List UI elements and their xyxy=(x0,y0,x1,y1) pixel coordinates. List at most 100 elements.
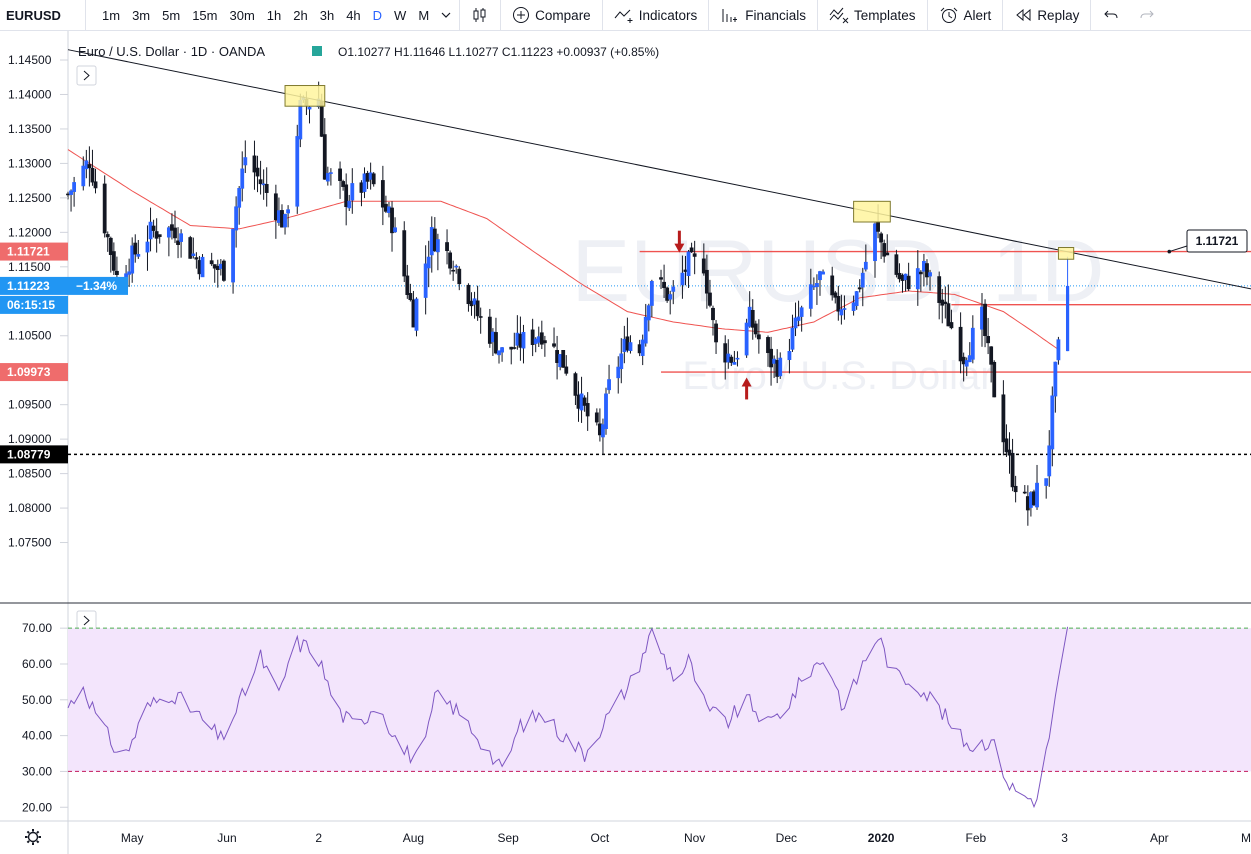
time-label: M xyxy=(1241,831,1251,845)
price-axis[interactable]: 1.14500 1.14000 1.13500 1.13000 1.12500 1.120… xyxy=(8,53,68,550)
interval-dropdown[interactable] xyxy=(435,0,457,31)
market-status-flag-icon xyxy=(312,46,322,56)
candle-body xyxy=(604,393,608,430)
candle xyxy=(756,319,761,354)
candle-body xyxy=(130,245,135,274)
candle-body xyxy=(585,403,590,417)
candle xyxy=(445,229,449,265)
candle-body xyxy=(478,316,483,318)
candle xyxy=(283,213,287,235)
candle xyxy=(179,229,184,258)
callout-box[interactable] xyxy=(1186,229,1248,253)
candle xyxy=(836,285,841,321)
indicators-button[interactable]: Indicators xyxy=(605,0,707,31)
candle xyxy=(665,286,670,303)
collapse-button-rsi[interactable] xyxy=(76,610,97,631)
symbol-search[interactable]: EURUSD xyxy=(0,0,86,31)
candle-body xyxy=(860,272,865,288)
interval-15m[interactable]: 15m xyxy=(192,7,218,23)
candle xyxy=(851,295,856,316)
candle xyxy=(478,307,483,334)
candle-body xyxy=(851,302,856,311)
candle-body xyxy=(341,181,346,187)
candle-body xyxy=(900,274,905,281)
interval-m[interactable]: M xyxy=(418,7,430,23)
alert-button[interactable]: Alert xyxy=(930,0,1001,31)
interval-2h[interactable]: 2h xyxy=(293,7,308,23)
candle-body xyxy=(818,271,822,281)
candle-body xyxy=(680,272,685,286)
time-label: Nov xyxy=(684,831,705,845)
price-tick-label: 1.09500 xyxy=(8,398,52,412)
candle xyxy=(105,231,110,252)
alarm-clock-icon xyxy=(940,7,957,23)
chart-style-button[interactable] xyxy=(462,0,498,31)
interval-3m[interactable]: 3m xyxy=(132,7,151,23)
candle-body xyxy=(1035,482,1039,508)
candle-body xyxy=(344,184,349,208)
financials-button[interactable]: Financials xyxy=(711,0,815,31)
candle-body xyxy=(961,356,966,365)
undo-button[interactable] xyxy=(1093,0,1129,31)
trendline-layer xyxy=(67,49,1251,290)
compare-button[interactable]: Compare xyxy=(503,0,600,31)
price-tags-layer: 1.11721 1.11223 −1.34% 06:15:15 1.09973 1.087… xyxy=(0,242,128,464)
candle-body xyxy=(925,263,929,278)
interval-d[interactable]: D xyxy=(372,7,383,23)
price-tick-label: 1.11500 xyxy=(8,260,51,274)
candle-body xyxy=(766,337,770,354)
candle xyxy=(808,268,813,317)
candle xyxy=(231,228,235,294)
time-axis[interactable]: May Jun 2 Aug Sep Oct Nov Dec 2020 Feb 3 Apr M xyxy=(121,831,1251,845)
candle-body xyxy=(258,179,263,185)
highlight-box[interactable] xyxy=(1057,247,1075,260)
candle xyxy=(906,262,911,292)
interval-w[interactable]: W xyxy=(394,7,407,23)
interval-30m[interactable]: 30m xyxy=(229,7,255,23)
candle xyxy=(915,250,920,306)
highlight-box[interactable] xyxy=(284,85,326,107)
price-tick-label: 1.12500 xyxy=(8,191,52,205)
redo-button[interactable] xyxy=(1129,0,1165,31)
candle xyxy=(1022,485,1027,495)
candle xyxy=(380,165,385,226)
highlight-box[interactable] xyxy=(853,200,891,223)
templates-button[interactable]: Templates xyxy=(820,0,925,31)
collapse-button-main[interactable] xyxy=(76,65,97,86)
candle-body xyxy=(747,306,752,327)
arrow-up-icon[interactable] xyxy=(741,377,752,400)
settings-button[interactable] xyxy=(25,829,41,845)
candle-body xyxy=(836,296,841,312)
trendline[interactable] xyxy=(67,49,1251,290)
candle xyxy=(701,243,706,276)
interval-1m[interactable]: 1m xyxy=(102,7,121,23)
candle xyxy=(750,299,755,340)
candle-body xyxy=(821,271,825,275)
callout-anchor xyxy=(1167,249,1172,254)
candle xyxy=(753,320,758,338)
arrow-down-icon[interactable] xyxy=(674,230,685,253)
candle xyxy=(894,249,899,278)
chart-canvas[interactable]: EURUSD, 1D Euro / U.S. Dollar Euro / U.S… xyxy=(0,31,1251,854)
candle-body xyxy=(659,277,663,280)
candles-icon xyxy=(473,8,486,22)
candle-body xyxy=(964,360,969,367)
candle-body xyxy=(359,182,364,193)
interval-4h[interactable]: 4h xyxy=(346,7,361,23)
rsi-axis[interactable]: 70.00 60.00 50.00 40.00 30.00 20.00 xyxy=(22,621,68,814)
candle-body xyxy=(622,338,627,353)
interval-1h[interactable]: 1h xyxy=(266,7,282,23)
candle-body xyxy=(154,231,159,239)
candle-body xyxy=(451,269,456,272)
candle xyxy=(992,360,997,398)
candle xyxy=(69,189,73,212)
templates-icon xyxy=(829,7,849,24)
candle xyxy=(371,172,376,187)
candle-body xyxy=(616,366,621,379)
interval-5m[interactable]: 5m xyxy=(162,7,181,23)
candle-body xyxy=(701,258,706,274)
replay-button[interactable]: Replay xyxy=(1005,0,1088,31)
price-tick-label: 1.12000 xyxy=(8,225,52,239)
rsi-tick-label: 40.00 xyxy=(22,729,52,743)
interval-3h[interactable]: 3h xyxy=(319,7,335,23)
